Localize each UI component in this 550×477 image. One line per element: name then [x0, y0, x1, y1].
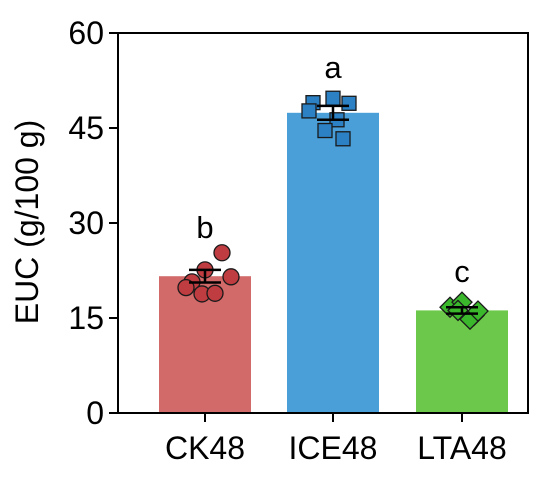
y-tick-label-0: 0 — [86, 395, 104, 431]
bar-ice48 — [287, 112, 379, 414]
data-point-ice48-7 — [335, 131, 351, 147]
data-point-ck48-2 — [213, 244, 231, 262]
data-point-ice48-3 — [341, 95, 357, 111]
y-tick-label-15: 15 — [68, 300, 104, 336]
y-tick-label-60: 60 — [68, 15, 104, 51]
significance-label-ice48: a — [324, 50, 342, 85]
data-point-ice48-4 — [301, 103, 317, 119]
data-point-ck48-6 — [206, 284, 224, 302]
x-tick-label-lta48: LTA48 — [417, 430, 507, 466]
significance-label-ck48: b — [196, 210, 213, 245]
x-tick-label-ck48: CK48 — [165, 430, 245, 466]
y-tick-label-30: 30 — [68, 205, 104, 241]
significance-label-lta48: c — [454, 254, 470, 289]
x-tick-label-ice48: ICE48 — [289, 430, 378, 466]
y-tick-label-45: 45 — [68, 110, 104, 146]
data-point-ice48-2 — [325, 90, 341, 106]
plot-area: b a c 0 15 30 45 60 CK48 ICE48 LTA48 — [68, 15, 529, 466]
bar-lta48 — [416, 310, 508, 413]
y-axis-title: EUC (g/100 g) — [9, 120, 45, 325]
data-point-ice48-6 — [317, 122, 333, 139]
data-point-ck48-7 — [222, 268, 240, 286]
